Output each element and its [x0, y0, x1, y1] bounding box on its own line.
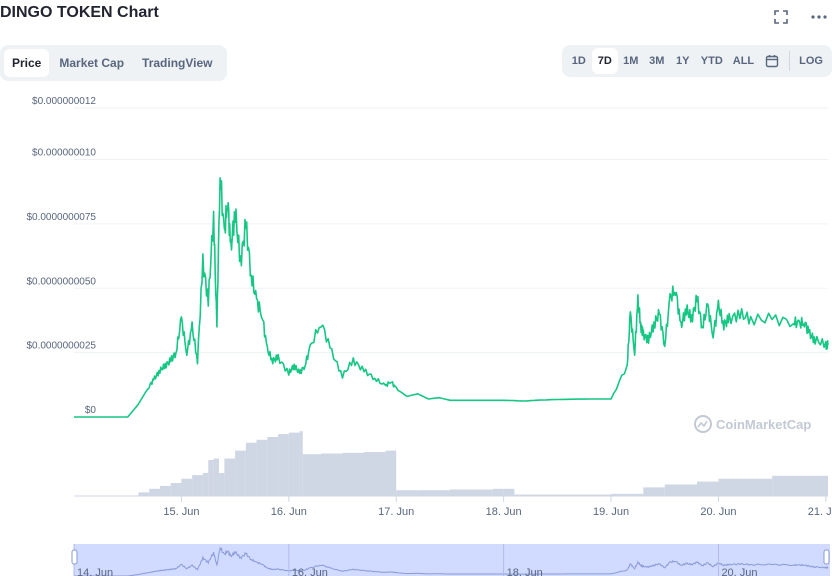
log-toggle[interactable]: LOG	[799, 55, 823, 67]
volume-bar	[299, 431, 303, 496]
volume-bar	[772, 475, 828, 496]
navigator-handle-right[interactable]	[823, 549, 830, 565]
volume-bar	[696, 481, 719, 496]
volume-bar	[267, 436, 279, 496]
volume-bar	[192, 475, 203, 496]
volume-bars	[138, 431, 828, 496]
tab-market-cap[interactable]: Market Cap	[59, 56, 125, 70]
watermark-text: CoinMarketCap	[716, 417, 811, 432]
navigator-handle-left[interactable]	[71, 549, 78, 565]
volume-bar	[208, 460, 214, 496]
volume-bar	[278, 434, 289, 496]
range-divider	[789, 51, 791, 71]
volume-bar	[718, 478, 773, 496]
range-1m[interactable]: 1M	[623, 55, 639, 67]
top-icons	[772, 8, 828, 26]
volume-bar	[406, 490, 418, 496]
volume-bar	[643, 487, 665, 496]
price-line	[74, 177, 829, 418]
coinmarketcap-logo-icon	[694, 415, 712, 433]
x-tick-label: 21. Jun	[808, 506, 832, 518]
range-all[interactable]: ALL	[732, 55, 755, 67]
volume-bar	[181, 478, 193, 496]
volume-bar	[600, 494, 612, 496]
volume-bar	[342, 452, 364, 496]
range-selector: 1D 7D 1M 3M 1Y YTD ALL LOG	[561, 45, 832, 77]
volume-bar	[149, 488, 160, 496]
tab-price[interactable]: Price	[4, 49, 50, 77]
x-axis: 15. Jun 16. Jun 17. Jun 18. Jun 19. Jun 20. J…	[74, 495, 832, 518]
volume-bar	[159, 485, 171, 496]
chart-tabs: Price Market Cap TradingView	[0, 45, 227, 81]
more-dots-icon[interactable]	[810, 8, 828, 26]
x-tick-label: 18. Jun	[486, 506, 522, 518]
grid-lines	[74, 107, 828, 354]
volume-bar	[611, 493, 644, 496]
volume-bar	[449, 489, 493, 496]
tab-tradingview[interactable]: TradingView	[142, 56, 213, 70]
y-tick-label: $0.000000010	[32, 148, 96, 159]
volume-bar	[219, 472, 225, 496]
range-1y[interactable]: 1Y	[676, 55, 690, 67]
volume-bar	[321, 453, 343, 496]
watermark: CoinMarketCap	[694, 415, 811, 433]
volume-bar	[213, 458, 219, 496]
range-3m[interactable]: 3M	[649, 55, 665, 67]
volume-bar	[364, 452, 386, 496]
calendar-icon[interactable]	[759, 48, 785, 74]
volume-bar	[288, 432, 300, 496]
volume-bar	[235, 450, 246, 496]
volume-bar	[557, 494, 601, 496]
navigator-selection[interactable]	[74, 544, 830, 576]
volume-bar	[492, 488, 504, 496]
volume-bar	[202, 472, 209, 496]
navigator-tick-label: 18. Jun	[507, 567, 543, 576]
volume-bar	[302, 454, 322, 496]
volume-bar	[396, 490, 407, 496]
x-tick-label: 20. Jun	[700, 506, 736, 518]
y-tick-label: $0.0000000075	[26, 212, 96, 223]
y-tick-label: $0.0000000025	[26, 341, 96, 352]
fullscreen-icon[interactable]	[772, 8, 790, 26]
price-series-line	[74, 177, 829, 418]
y-tick-label: $0	[85, 405, 97, 416]
volume-bar	[503, 488, 515, 496]
range-1d[interactable]: 1D	[571, 55, 586, 67]
volume-bar	[417, 490, 450, 496]
range-7d[interactable]: 7D	[591, 48, 618, 74]
navigator-series-line	[74, 546, 829, 576]
chart-title: DINGO TOKEN Chart	[0, 4, 159, 21]
volume-bar	[224, 458, 236, 496]
volume-bar	[385, 450, 397, 496]
volume-bar	[245, 442, 257, 496]
volume-bar	[138, 492, 150, 496]
navigator-tick-label: 14. Jun	[77, 567, 113, 576]
x-tick-label: 19. Jun	[593, 506, 629, 518]
x-tick-label: 15. Jun	[163, 506, 199, 518]
y-axis-labels: $0 $0.0000000025 $0.0000000050 $0.000000007…	[26, 96, 96, 416]
volume-bar	[514, 494, 520, 496]
volume-bar	[170, 483, 182, 496]
y-tick-label: $0.000000012	[32, 96, 96, 107]
range-ytd[interactable]: YTD	[700, 55, 723, 67]
volume-bar	[519, 494, 558, 496]
volume-bar	[256, 439, 268, 496]
volume-bar	[664, 484, 697, 496]
x-tick-label: 16. Jun	[271, 506, 307, 518]
navigator-tick-label: 16. Jun	[292, 567, 328, 576]
navigator: 14. Jun 16. Jun 18. Jun 20. Jun	[71, 544, 830, 576]
y-tick-label: $0.0000000050	[26, 276, 96, 287]
navigator-tick-label: 20. Jun	[721, 567, 757, 576]
x-tick-label: 17. Jun	[378, 506, 414, 518]
